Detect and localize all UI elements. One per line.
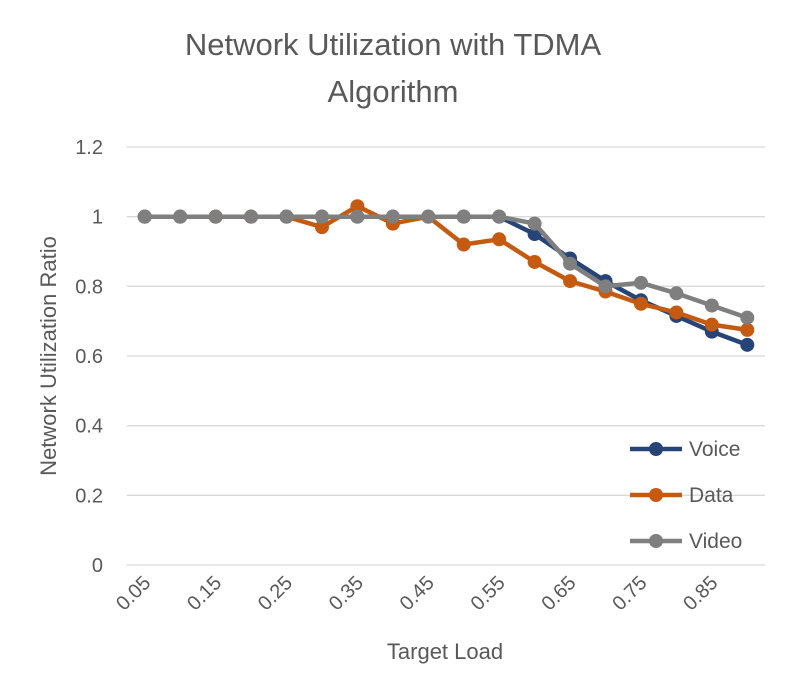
- data-point-data: [740, 322, 755, 337]
- data-point-video: [704, 298, 719, 313]
- chart-title-line-1: Network Utilization with TDMA: [185, 27, 602, 62]
- data-point-video: [421, 209, 436, 224]
- data-point-video: [598, 279, 613, 294]
- data-point-video: [492, 209, 507, 224]
- data-point-data: [350, 199, 365, 214]
- gridlines: [127, 146, 765, 566]
- x-tick-label: 0.25: [254, 572, 297, 615]
- y-tick-label: 0: [92, 555, 103, 577]
- legend-marker-data: [649, 488, 663, 502]
- y-tick-label: 1: [92, 207, 103, 229]
- data-point-data: [527, 254, 542, 269]
- data-point-data: [314, 220, 329, 235]
- legend-marker-voice: [649, 442, 663, 456]
- y-tick-label: 0.8: [75, 276, 103, 298]
- data-point-video: [633, 275, 648, 290]
- data-point-voice: [740, 337, 755, 352]
- data-point-video: [314, 209, 329, 224]
- x-axis-ticks: 0.05 0.15 0.25 0.35 0.45 0.55 0.65 0.75 0.85: [112, 572, 722, 615]
- x-tick-label: 0.45: [396, 572, 439, 615]
- data-point-video: [350, 209, 365, 224]
- x-tick-label: 0.75: [608, 572, 651, 615]
- data-point-data: [492, 232, 507, 247]
- data-point-data: [704, 317, 719, 332]
- data-point-video: [563, 256, 578, 271]
- data-point-video: [137, 209, 152, 224]
- legend-label-video: Video: [689, 530, 742, 553]
- data-point-data: [633, 296, 648, 311]
- y-tick-label: 0.4: [75, 416, 103, 438]
- series-lines: [137, 199, 755, 352]
- y-axis-label: Network Utilization Ratio: [36, 236, 61, 476]
- legend: Voice Data Video: [630, 438, 742, 553]
- x-axis-label: Target Load: [387, 639, 503, 664]
- x-tick-label: 0.15: [183, 572, 226, 615]
- y-tick-label: 0.2: [75, 485, 103, 507]
- data-point-data: [456, 237, 471, 252]
- y-axis-ticks: 0 0.2 0.4 0.6 0.8 1 1.2: [75, 137, 103, 577]
- data-point-video: [385, 209, 400, 224]
- data-point-video: [279, 209, 294, 224]
- data-point-video: [669, 286, 684, 301]
- data-point-video: [173, 209, 188, 224]
- data-point-data: [669, 305, 684, 320]
- data-point-video: [527, 216, 542, 231]
- chart-title-line-2: Algorithm: [328, 74, 459, 109]
- series-line-voice: [142, 214, 750, 348]
- data-point-video: [208, 209, 223, 224]
- x-tick-label: 0.05: [112, 572, 155, 615]
- data-point-video: [244, 209, 259, 224]
- data-point-video: [456, 209, 471, 224]
- series-line-data: [142, 203, 750, 333]
- x-tick-label: 0.85: [679, 572, 722, 615]
- y-tick-label: 0.6: [75, 346, 103, 368]
- x-tick-label: 0.55: [467, 572, 510, 615]
- x-tick-label: 0.35: [325, 572, 368, 615]
- x-tick-label: 0.65: [538, 572, 581, 615]
- legend-marker-video: [649, 534, 663, 548]
- y-tick-label: 1.2: [75, 137, 103, 159]
- data-point-video: [740, 310, 755, 325]
- legend-label-voice: Voice: [689, 438, 740, 461]
- data-point-data: [563, 274, 578, 289]
- legend-label-data: Data: [689, 484, 734, 507]
